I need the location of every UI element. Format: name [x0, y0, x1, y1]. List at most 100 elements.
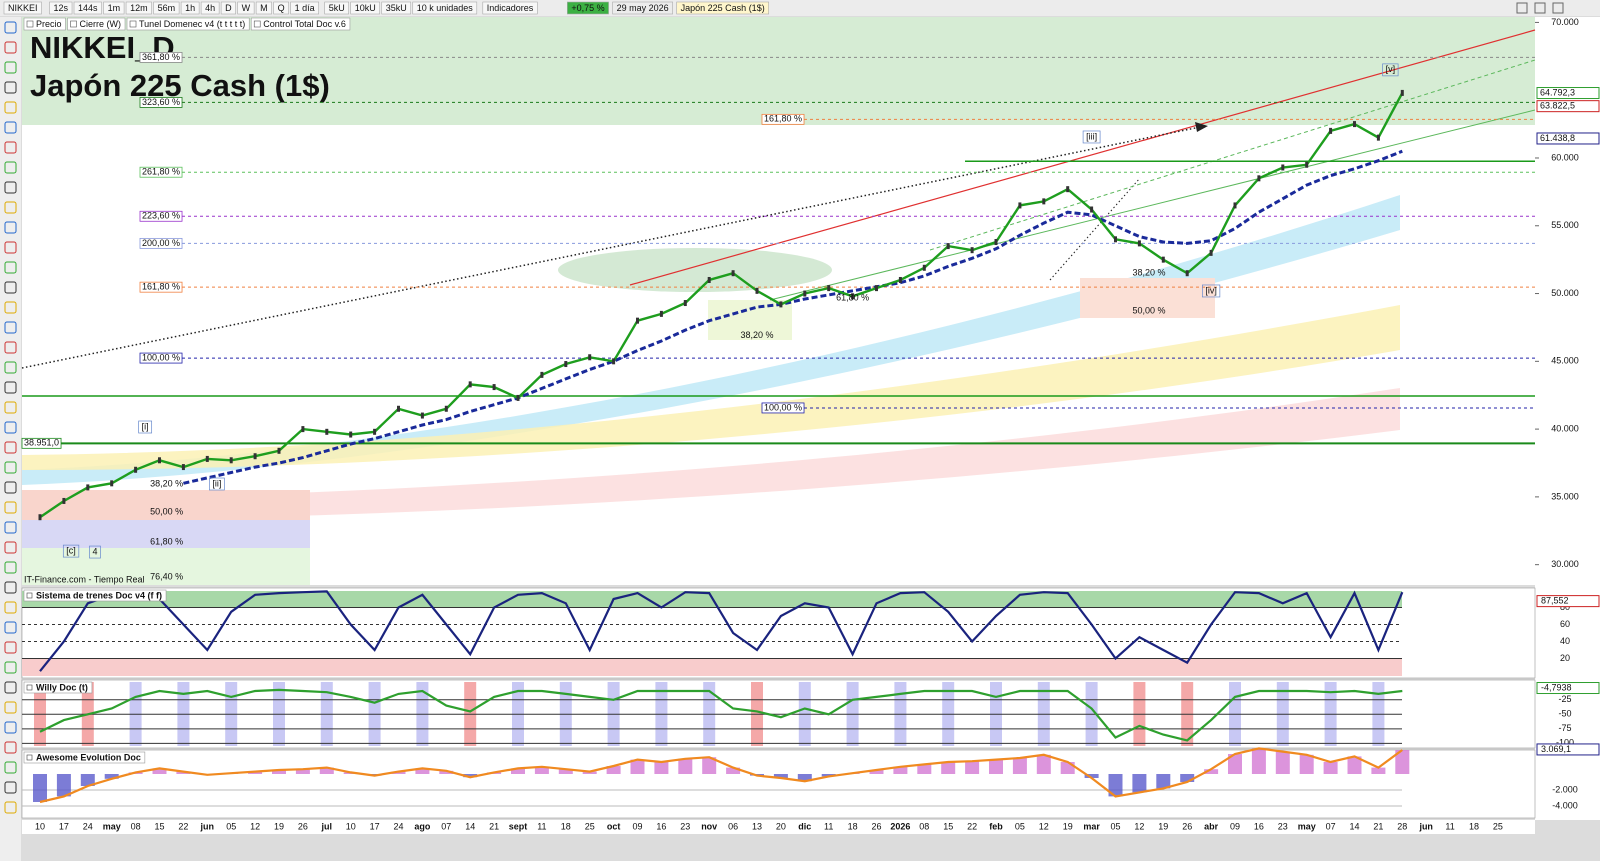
period-select[interactable] [290, 1, 319, 15]
tool-icon[interactable] [4, 661, 17, 674]
timeframe-button-label: 144s [78, 3, 98, 13]
timeframe-button[interactable] [153, 1, 180, 15]
trend-line [769, 109, 1536, 301]
units-button[interactable] [350, 1, 381, 15]
timeframe-button[interactable] [220, 1, 236, 15]
instrument-label[interactable] [676, 1, 770, 15]
level-label: 323,60 % [142, 97, 180, 107]
button[interactable] [1552, 2, 1564, 14]
tool-icon[interactable] [4, 761, 17, 774]
tool-icon[interactable] [4, 801, 17, 814]
timeframe-button[interactable] [49, 1, 73, 15]
legend-item[interactable] [250, 17, 351, 31]
legend-checkbox[interactable] [253, 20, 261, 28]
tool-icon[interactable] [4, 421, 17, 434]
tool-icon[interactable] [4, 681, 17, 694]
timeframe-button[interactable] [237, 1, 255, 15]
tool-icon[interactable] [4, 721, 17, 734]
tool-icon[interactable] [4, 541, 17, 554]
tool-icon[interactable] [4, 461, 17, 474]
tool-icon[interactable] [4, 201, 17, 214]
histogram-bar [726, 767, 741, 774]
tool-icon[interactable] [4, 481, 17, 494]
tool-icon[interactable] [4, 21, 17, 34]
tool-icon[interactable] [4, 181, 17, 194]
timeframe-button-label: 56m [158, 3, 176, 13]
indicators-button[interactable] [482, 1, 538, 15]
units-button[interactable] [381, 1, 412, 15]
panel-checkbox[interactable] [26, 592, 33, 599]
tool-icon[interactable] [4, 161, 17, 174]
timeframe-button[interactable] [103, 1, 125, 15]
tool-icon[interactable] [4, 381, 17, 394]
tool-icon[interactable] [4, 621, 17, 634]
tool-icon[interactable] [4, 361, 17, 374]
legend-checkbox[interactable] [70, 20, 77, 28]
tool-icon[interactable] [4, 501, 17, 514]
legend-item[interactable] [23, 17, 66, 31]
tool-icon[interactable] [4, 281, 17, 294]
button[interactable] [1534, 2, 1546, 14]
timeframe-button[interactable] [273, 1, 289, 15]
fib-zone [708, 300, 792, 340]
tool-icon[interactable] [4, 641, 17, 654]
timeframe-button[interactable] [125, 1, 152, 15]
timeframe-button[interactable] [255, 1, 272, 15]
tool-icon[interactable] [4, 341, 17, 354]
legend-label: Tunel Domenec v4 (t t t t t) [139, 19, 245, 29]
panel-title[interactable] [23, 589, 167, 602]
tool-icon[interactable] [4, 61, 17, 74]
x-tick-label: 05 [1015, 821, 1025, 831]
change-badge[interactable] [567, 1, 609, 15]
price-bar [827, 285, 831, 292]
tool-icon[interactable] [4, 701, 17, 714]
price-bar [205, 455, 209, 462]
tool-icon[interactable] [4, 101, 17, 114]
units-button[interactable] [324, 1, 350, 15]
price-bar [1257, 175, 1261, 182]
timeframe-button[interactable] [180, 1, 200, 15]
timeframe-button[interactable] [200, 1, 220, 15]
panel-checkbox[interactable] [26, 754, 33, 761]
tool-icon[interactable] [4, 241, 17, 254]
panel-title[interactable] [23, 751, 146, 764]
histogram-bar [511, 768, 525, 774]
tool-icon[interactable] [4, 321, 17, 334]
timeframe-button[interactable] [73, 1, 102, 15]
tool-icon[interactable] [4, 81, 17, 94]
tool-icon[interactable] [4, 301, 17, 314]
tool-icon[interactable] [4, 601, 17, 614]
tool-icon[interactable] [4, 581, 17, 594]
trend-line [1049, 177, 1141, 281]
symbol-select[interactable] [3, 1, 42, 15]
legend-item[interactable] [126, 17, 250, 31]
panel-checkbox[interactable] [26, 684, 33, 691]
x-tick-label: jun [1418, 821, 1433, 831]
price-tag [1536, 100, 1600, 113]
legend-label: Precio [36, 19, 62, 29]
units-select[interactable] [412, 1, 478, 15]
legend-item[interactable] [67, 17, 126, 31]
tool-icon[interactable] [4, 521, 17, 534]
panel-title[interactable] [23, 681, 93, 694]
date-label[interactable] [612, 1, 673, 15]
indicators-button-label: Indicadores [487, 3, 534, 13]
tool-icon[interactable] [4, 781, 17, 794]
tool-icon[interactable] [4, 561, 17, 574]
tool-icon[interactable] [4, 221, 17, 234]
tool-icon[interactable] [4, 261, 17, 274]
price-bar [612, 358, 616, 365]
timeframe-button-label: 4h [205, 3, 215, 13]
histogram-bar [1132, 774, 1147, 793]
legend-checkbox[interactable] [26, 20, 34, 28]
legend-checkbox[interactable] [129, 20, 137, 28]
tool-icon[interactable] [4, 741, 17, 754]
tool-icon[interactable] [4, 441, 17, 454]
tool-icon[interactable] [4, 401, 17, 414]
tool-icon[interactable] [4, 121, 17, 134]
histogram-bar [33, 774, 47, 802]
button[interactable] [1516, 2, 1528, 14]
tool-icon[interactable] [4, 141, 17, 154]
x-tick-label: 24 [83, 821, 93, 831]
tool-icon[interactable] [4, 41, 17, 54]
